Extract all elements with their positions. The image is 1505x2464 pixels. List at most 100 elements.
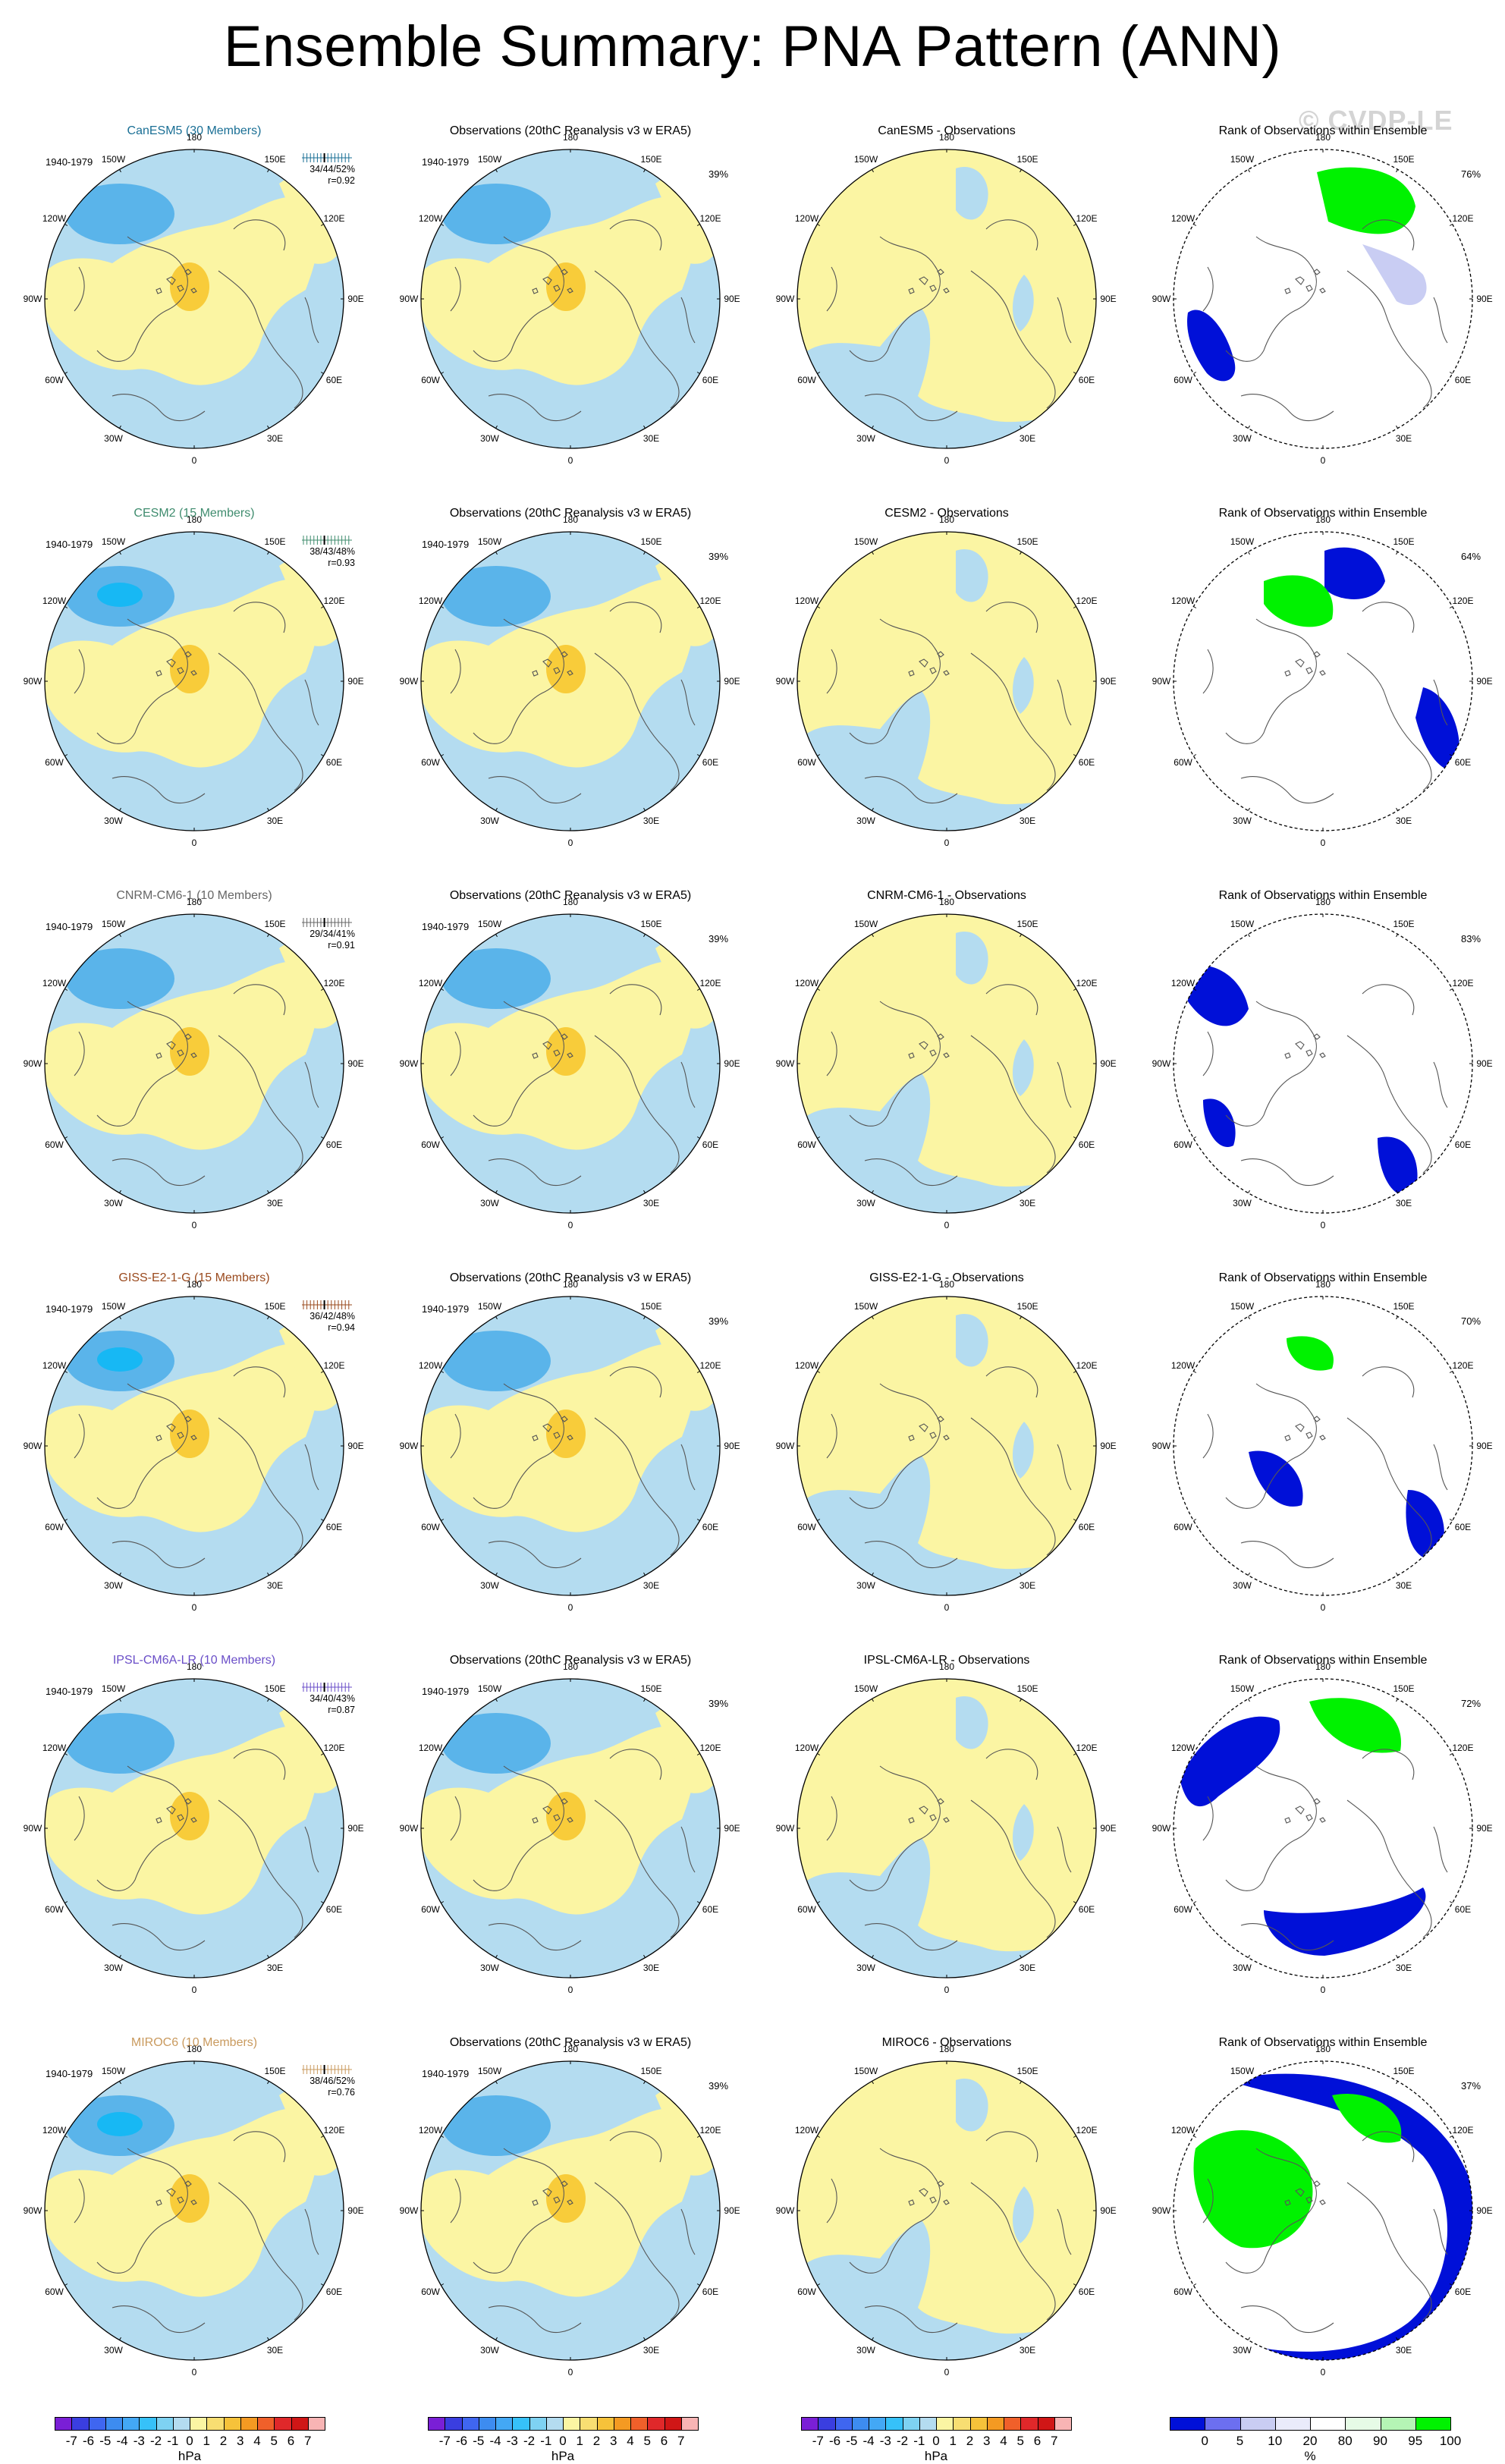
longitude-label: 30W [856,1580,875,1592]
map-field [1174,1296,1472,1595]
longitude-label: 90W [23,294,42,304]
longitude-label: 0 [944,838,950,848]
model-panel: CESM2 (15 Members) 180 150E 120E 90E 60E 30E 0 3… [6,507,382,889]
longitude-label: 180 [938,514,955,525]
longitude-label: 90E [724,1441,740,1451]
model-panel: CanESM5 (30 Members) 180 150E 120E 90E 60E 30E… [6,124,382,507]
longitude-label: 30W [104,1963,123,1974]
longitude-label: 60W [1174,756,1192,768]
pattern-percent: 76% [1461,168,1481,180]
longitude-label: 0 [944,1602,950,1613]
colorbar-segment [834,2417,853,2431]
model-polar-map [44,149,344,449]
longitude-label: 150W [477,918,502,929]
map-wrapper: 180 150E 120E 90E 60E 30E 0 30W 60W 90W 120W 150W [759,2044,1135,2406]
model-panel: GISS-E2-1-G (15 Members) 180 150E 120E 90E 60… [6,1271,382,1654]
longitude-label: 180 [938,132,955,143]
watermark: © CVDP-LE [1299,105,1453,136]
longitude-label: 60E [702,1521,719,1532]
longitude-label: 150E [264,153,286,165]
rank-panel-title: Rank of Observations within Ensemble [1218,1654,1428,1667]
colorbar-segment [1020,2417,1038,2431]
map-wrapper: 180 150E 120E 90E 60E 30E 0 30W 60W 90W 120W 150W [759,1279,1135,1642]
longitude-label: 120E [699,1359,721,1371]
diff-panel: GISS-E2-1-G - Observations 180 150E 120E 90E… [759,1271,1135,1654]
longitude-label: 60E [325,1521,343,1532]
colorbar-segment [257,2417,275,2431]
longitude-label: 120W [794,977,819,988]
pattern-percent: 39% [709,2080,729,2092]
colorbar-tick-label: 6 [1033,2434,1042,2448]
stats-range: 34/40/43% [309,1693,355,1704]
map-wrapper: 180 150E 120E 90E 60E 30E 0 30W 60W 90W 120W 150W [759,514,1135,877]
longitude-label: 0 [567,455,573,466]
longitude-label: 150W [1230,1300,1255,1312]
longitude-label: 150E [264,2065,286,2076]
obs-panel-title: Observations (20thC Reanalysis v3 w ERA5… [449,1271,692,1284]
colorbar-segment [680,2417,699,2431]
colorbar-segment [122,2417,140,2431]
colorbar-segment [919,2417,937,2431]
colorbar-tick-label: 6 [287,2434,295,2448]
map-field [45,532,344,831]
longitude-label: 30W [104,433,123,445]
obs-panel-title: Observations (20thC Reanalysis v3 w ERA5… [449,889,692,902]
longitude-label: 90E [1100,1823,1117,1834]
map-wrapper: 180 150E 120E 90E 60E 30E 0 30W 60W 90W 120W 150W [759,897,1135,1259]
map-field [1174,1679,1472,1978]
longitude-label: 120W [42,1359,67,1371]
longitude-label: 120E [1452,212,1474,224]
ensemble-spread-glyph [302,153,352,162]
period-label: 1940-1979 [46,2068,93,2079]
longitude-label: 90W [775,294,795,304]
colorbar-tick-label: -2 [523,2434,536,2448]
longitude-label: 60E [702,1139,719,1150]
obs-panel: Observations (20thC Reanalysis v3 w ERA5… [382,2036,759,2418]
period-label: 1940-1979 [46,539,93,550]
longitude-label: 90W [23,2205,42,2216]
map-field [797,149,1096,448]
longitude-label: 30E [266,433,284,445]
longitude-label: 150E [1016,1300,1038,1312]
longitude-label: 180 [938,1279,955,1290]
longitude-label: 120E [1076,212,1098,224]
colorbar-segment [613,2417,631,2431]
colorbar-tick-label: 4 [1000,2434,1007,2448]
colorbar-segment [580,2417,598,2431]
longitude-label: 90W [775,1823,795,1834]
longitude-label: 60W [421,374,440,385]
longitude-label: 30W [1233,1198,1252,1209]
period-label: 1940-1979 [422,156,470,168]
longitude-label: 60E [1454,756,1472,768]
ensemble-spread-glyph [302,2065,352,2074]
colorbar-segment [274,2417,292,2431]
colorbar-segment [953,2417,971,2431]
longitude-label: 60W [797,2286,816,2297]
obs-panel: Observations (20thC Reanalysis v3 w ERA5… [382,1271,759,1654]
longitude-label: 150E [1393,918,1415,929]
longitude-label: 60E [1078,2286,1095,2297]
colorbar-segment [1205,2417,1241,2431]
longitude-label: 90E [347,676,364,687]
stats-correlation: r=0.94 [328,1322,355,1333]
longitude-label: 150W [101,1683,126,1694]
longitude-label: 0 [567,1602,573,1613]
diff-polar-map [796,531,1097,831]
rank-polar-map [1173,531,1473,831]
colorbar-tick-label: 6 [660,2434,668,2448]
colorbar-tick-label: 20 [1302,2434,1318,2448]
colorbar-tick-label: 0 [1201,2434,1208,2448]
colorbar-segment [240,2417,258,2431]
map-wrapper: 180 150E 120E 90E 60E 30E 0 30W 60W 90W 120W 150W [1135,2044,1505,2406]
model-panel-title: GISS-E2-1-G (15 Members) [118,1271,270,1284]
colorbar-segment [445,2417,463,2431]
colorbar-segment [1240,2417,1276,2431]
map-wrapper: 180 150E 120E 90E 60E 30E 0 30W 60W 90W 120W 150W [382,1661,759,2024]
longitude-label: 90E [1100,294,1117,304]
longitude-label: 60E [325,374,343,385]
stats-range: 34/44/52% [309,164,355,174]
longitude-label: 120W [418,1742,443,1753]
diff-polar-map [796,149,1097,449]
colorbar-tick-label: 100 [1439,2434,1462,2448]
longitude-label: 60E [1078,374,1095,385]
